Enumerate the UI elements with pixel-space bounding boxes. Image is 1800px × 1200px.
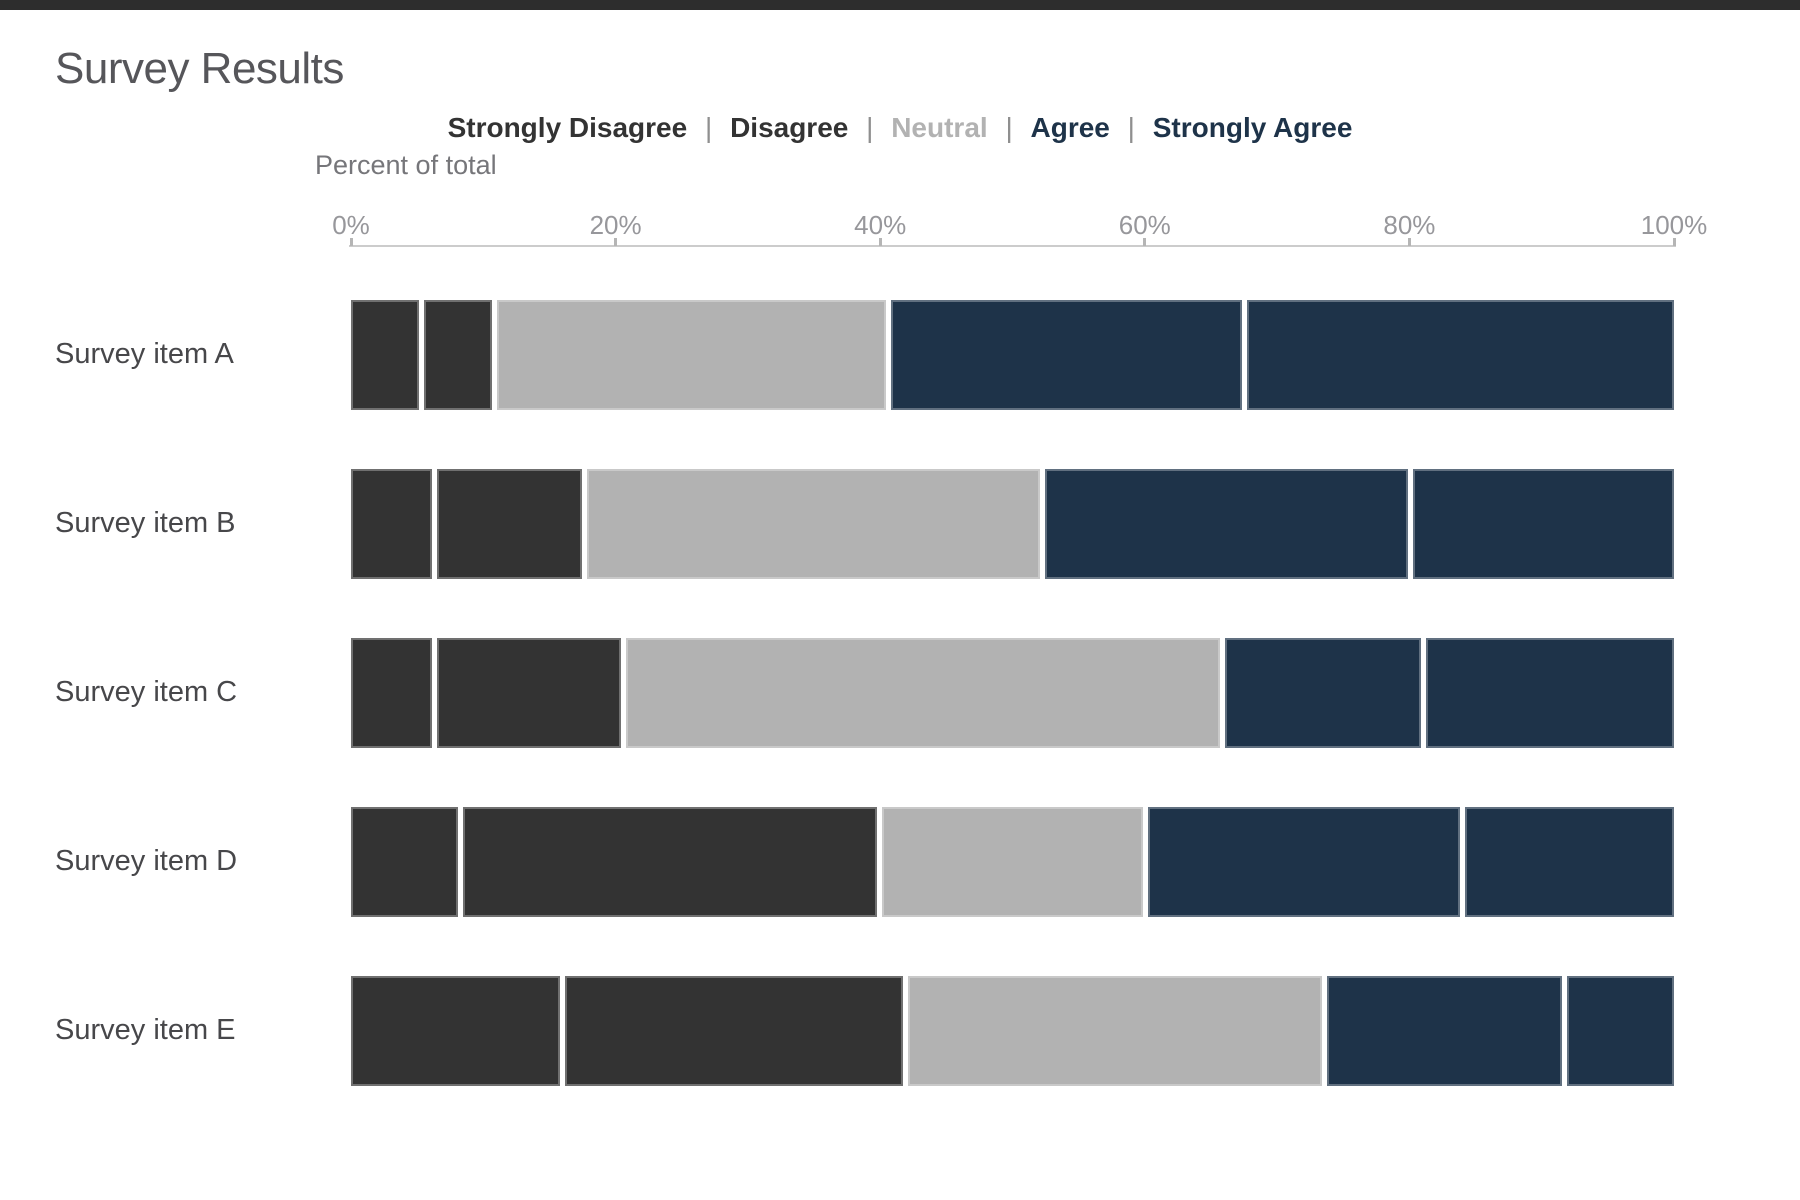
legend-item-strongly-disagree[interactable]: Strongly Disagree: [447, 112, 688, 143]
legend-separator: |: [858, 112, 882, 143]
bar-segment-neutral[interactable]: [907, 976, 1323, 1086]
x-tick-label: 0%: [332, 210, 370, 240]
x-axis-label: Percent of total: [315, 150, 497, 180]
x-tick-mark: [349, 238, 353, 246]
bar-segment-disagree[interactable]: [436, 469, 583, 579]
bar-row-survey-item-c: [351, 638, 1675, 748]
x-tick-label: 80%: [1383, 210, 1436, 240]
bar-segment-neutral[interactable]: [587, 469, 1041, 579]
category-label-survey-item-d: Survey item D: [55, 845, 238, 877]
bar-row-survey-item-e: [351, 976, 1674, 1086]
x-tick-label: 20%: [589, 210, 642, 240]
bar-segment-strongly-disagree[interactable]: [351, 638, 432, 748]
bar-segment-strongly-disagree[interactable]: [351, 300, 420, 410]
bar-segment-agree[interactable]: [1224, 638, 1422, 748]
x-tick-mark: [1672, 238, 1676, 246]
top-border: [0, 0, 1800, 10]
bar-segment-disagree[interactable]: [462, 807, 878, 917]
legend-item-neutral[interactable]: Neutral: [891, 112, 988, 143]
x-tick-mark: [614, 238, 618, 246]
chart-title: Survey Results: [55, 44, 344, 93]
legend-separator: |: [1119, 112, 1143, 143]
bar-segment-strongly-agree[interactable]: [1567, 976, 1674, 1086]
legend-separator: |: [997, 112, 1021, 143]
x-axis-line: [349, 245, 1676, 247]
bar-segment-neutral[interactable]: [625, 638, 1220, 748]
bar-segment-strongly-agree[interactable]: [1413, 469, 1674, 579]
bar-segment-disagree[interactable]: [565, 976, 903, 1086]
x-tick-mark: [1407, 238, 1411, 246]
legend-item-agree[interactable]: Agree: [1030, 112, 1110, 143]
bar-segment-strongly-disagree[interactable]: [351, 976, 561, 1086]
bar-segment-agree[interactable]: [1147, 807, 1460, 917]
category-label-survey-item-a: Survey item A: [55, 338, 234, 370]
bar-segment-strongly-disagree[interactable]: [351, 807, 458, 917]
x-tick-label: 60%: [1118, 210, 1171, 240]
legend-item-strongly-agree[interactable]: Strongly Agree: [1152, 112, 1353, 143]
legend: Strongly Disagree | Disagree | Neutral |…: [25, 112, 1775, 144]
bar-segment-strongly-agree[interactable]: [1246, 300, 1675, 410]
bar-segment-disagree[interactable]: [436, 638, 621, 748]
bar-segment-strongly-disagree[interactable]: [351, 469, 432, 579]
x-tick-mark: [1143, 238, 1147, 246]
bar-segment-disagree[interactable]: [424, 300, 493, 410]
bar-row-survey-item-a: [351, 300, 1675, 410]
bar-segment-neutral[interactable]: [882, 807, 1143, 917]
category-label-survey-item-b: Survey item B: [55, 507, 236, 539]
bar-segment-agree[interactable]: [1327, 976, 1563, 1086]
bar-segment-agree[interactable]: [1045, 469, 1409, 579]
x-tick-label: 100%: [1640, 210, 1708, 240]
bar-segment-strongly-agree[interactable]: [1464, 807, 1674, 917]
bar-segment-agree[interactable]: [891, 300, 1242, 410]
legend-separator: |: [697, 112, 721, 143]
category-label-survey-item-e: Survey item E: [55, 1014, 236, 1046]
category-label-survey-item-c: Survey item C: [55, 676, 238, 708]
bar-row-survey-item-d: [351, 807, 1674, 917]
x-tick-mark: [878, 238, 882, 246]
legend-item-disagree[interactable]: Disagree: [730, 112, 849, 143]
bar-segment-neutral[interactable]: [497, 300, 887, 410]
bar-row-survey-item-b: [351, 469, 1674, 579]
x-tick-label: 40%: [854, 210, 907, 240]
bar-segment-strongly-agree[interactable]: [1426, 638, 1675, 748]
